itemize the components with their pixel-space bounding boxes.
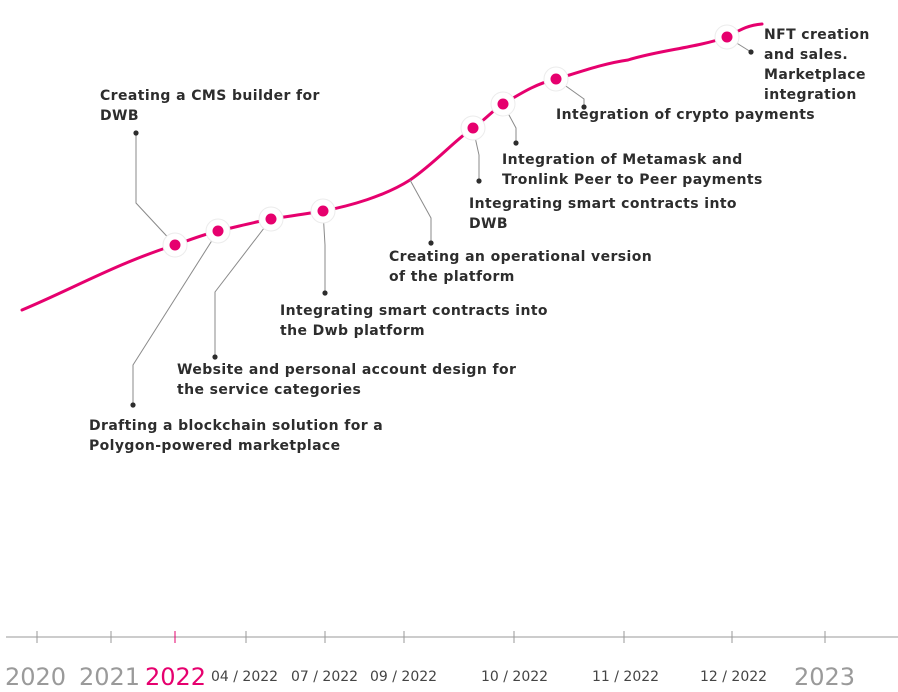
milestone-label-9: NFT creation and sales. Marketplace inte… <box>764 25 870 105</box>
leader-dot-3 <box>212 354 218 360</box>
leader-dot-1 <box>133 130 139 136</box>
leader-line-3 <box>214 218 272 357</box>
milestone-label-line: Tronlink Peer to Peer payments <box>502 172 763 188</box>
milestone-marker-3[interactable] <box>265 213 277 225</box>
milestone-label-line: the Dwb platform <box>280 323 426 339</box>
milestone-label-line: Website and personal account design for <box>177 362 517 378</box>
milestone-label-line: DWB <box>469 216 508 232</box>
milestone-label-line: integration <box>764 87 857 103</box>
leader-dot-4 <box>322 290 328 296</box>
leader-dot-6 <box>476 178 482 184</box>
milestone-label-line: NFT creation <box>764 27 870 43</box>
milestone-label-3: Website and personal account design for … <box>177 360 516 400</box>
milestone-label-6: Integrating smart contracts into DWB <box>469 194 737 234</box>
leader-dot-9 <box>748 49 754 55</box>
leader-line-1 <box>135 133 176 246</box>
milestone-marker-9[interactable] <box>721 31 733 43</box>
month-label[interactable]: 12 / 2022 <box>700 669 768 685</box>
milestone-label-line: DWB <box>100 108 139 124</box>
month-label[interactable]: 09 / 2022 <box>370 669 438 685</box>
milestone-markers <box>162 24 740 258</box>
milestone-label-line: Creating an operational version <box>389 249 653 265</box>
milestone-label-line: Marketplace <box>764 67 866 83</box>
milestone-label-line: Integrating smart contracts into <box>280 303 548 319</box>
month-label[interactable]: 11 / 2022 <box>592 669 660 685</box>
milestone-label-line: Drafting a blockchain solution for a <box>89 418 384 434</box>
milestone-label-line: and sales. <box>764 47 849 63</box>
milestone-label-line: Integration of crypto payments <box>556 107 816 123</box>
year-label-2023[interactable]: 2023 <box>794 663 856 691</box>
milestone-label-line: Polygon-powered marketplace <box>89 438 341 454</box>
milestone-label-5: Creating an operational version of the p… <box>389 247 652 287</box>
year-label-2020[interactable]: 2020 <box>5 663 67 691</box>
leader-line-2 <box>132 230 219 405</box>
milestone-label-1: Creating a CMS builder for DWB <box>100 86 320 126</box>
milestone-marker-6[interactable] <box>467 122 479 134</box>
milestone-marker-2[interactable] <box>212 225 224 237</box>
milestone-label-line: of the platform <box>389 269 515 285</box>
month-label[interactable]: 07 / 2022 <box>291 669 359 685</box>
milestone-label-line: the service categories <box>177 382 362 398</box>
milestone-label-2: Drafting a blockchain solution for a Pol… <box>89 416 383 456</box>
milestone-label-8: Integration of crypto payments <box>556 105 815 125</box>
milestone-marker-1[interactable] <box>169 239 181 251</box>
year-label-2022-active[interactable]: 2022 <box>145 663 207 691</box>
month-label[interactable]: 04 / 2022 <box>211 669 279 685</box>
leader-dot-2 <box>130 402 136 408</box>
leader-dot-8 <box>581 104 587 110</box>
milestone-label-line: Integrating smart contracts into <box>469 196 737 212</box>
milestone-label-4: Integrating smart contracts into the Dwb… <box>280 301 548 341</box>
year-label-2021[interactable]: 2021 <box>79 663 141 691</box>
milestone-marker-8[interactable] <box>550 73 562 85</box>
month-label[interactable]: 10 / 2022 <box>481 669 549 685</box>
leader-line-5 <box>409 179 432 243</box>
milestone-label-7: Integration of Metamask and Tronlink Pee… <box>502 150 763 190</box>
milestone-label-line: Integration of Metamask and <box>502 152 743 168</box>
milestone-marker-7[interactable] <box>497 98 509 110</box>
progress-curve <box>20 22 764 312</box>
milestone-marker-4[interactable] <box>317 205 329 217</box>
leader-dot-5 <box>428 240 434 246</box>
leader-dot-7 <box>513 140 519 146</box>
milestone-label-line: Creating a CMS builder for <box>100 88 320 104</box>
